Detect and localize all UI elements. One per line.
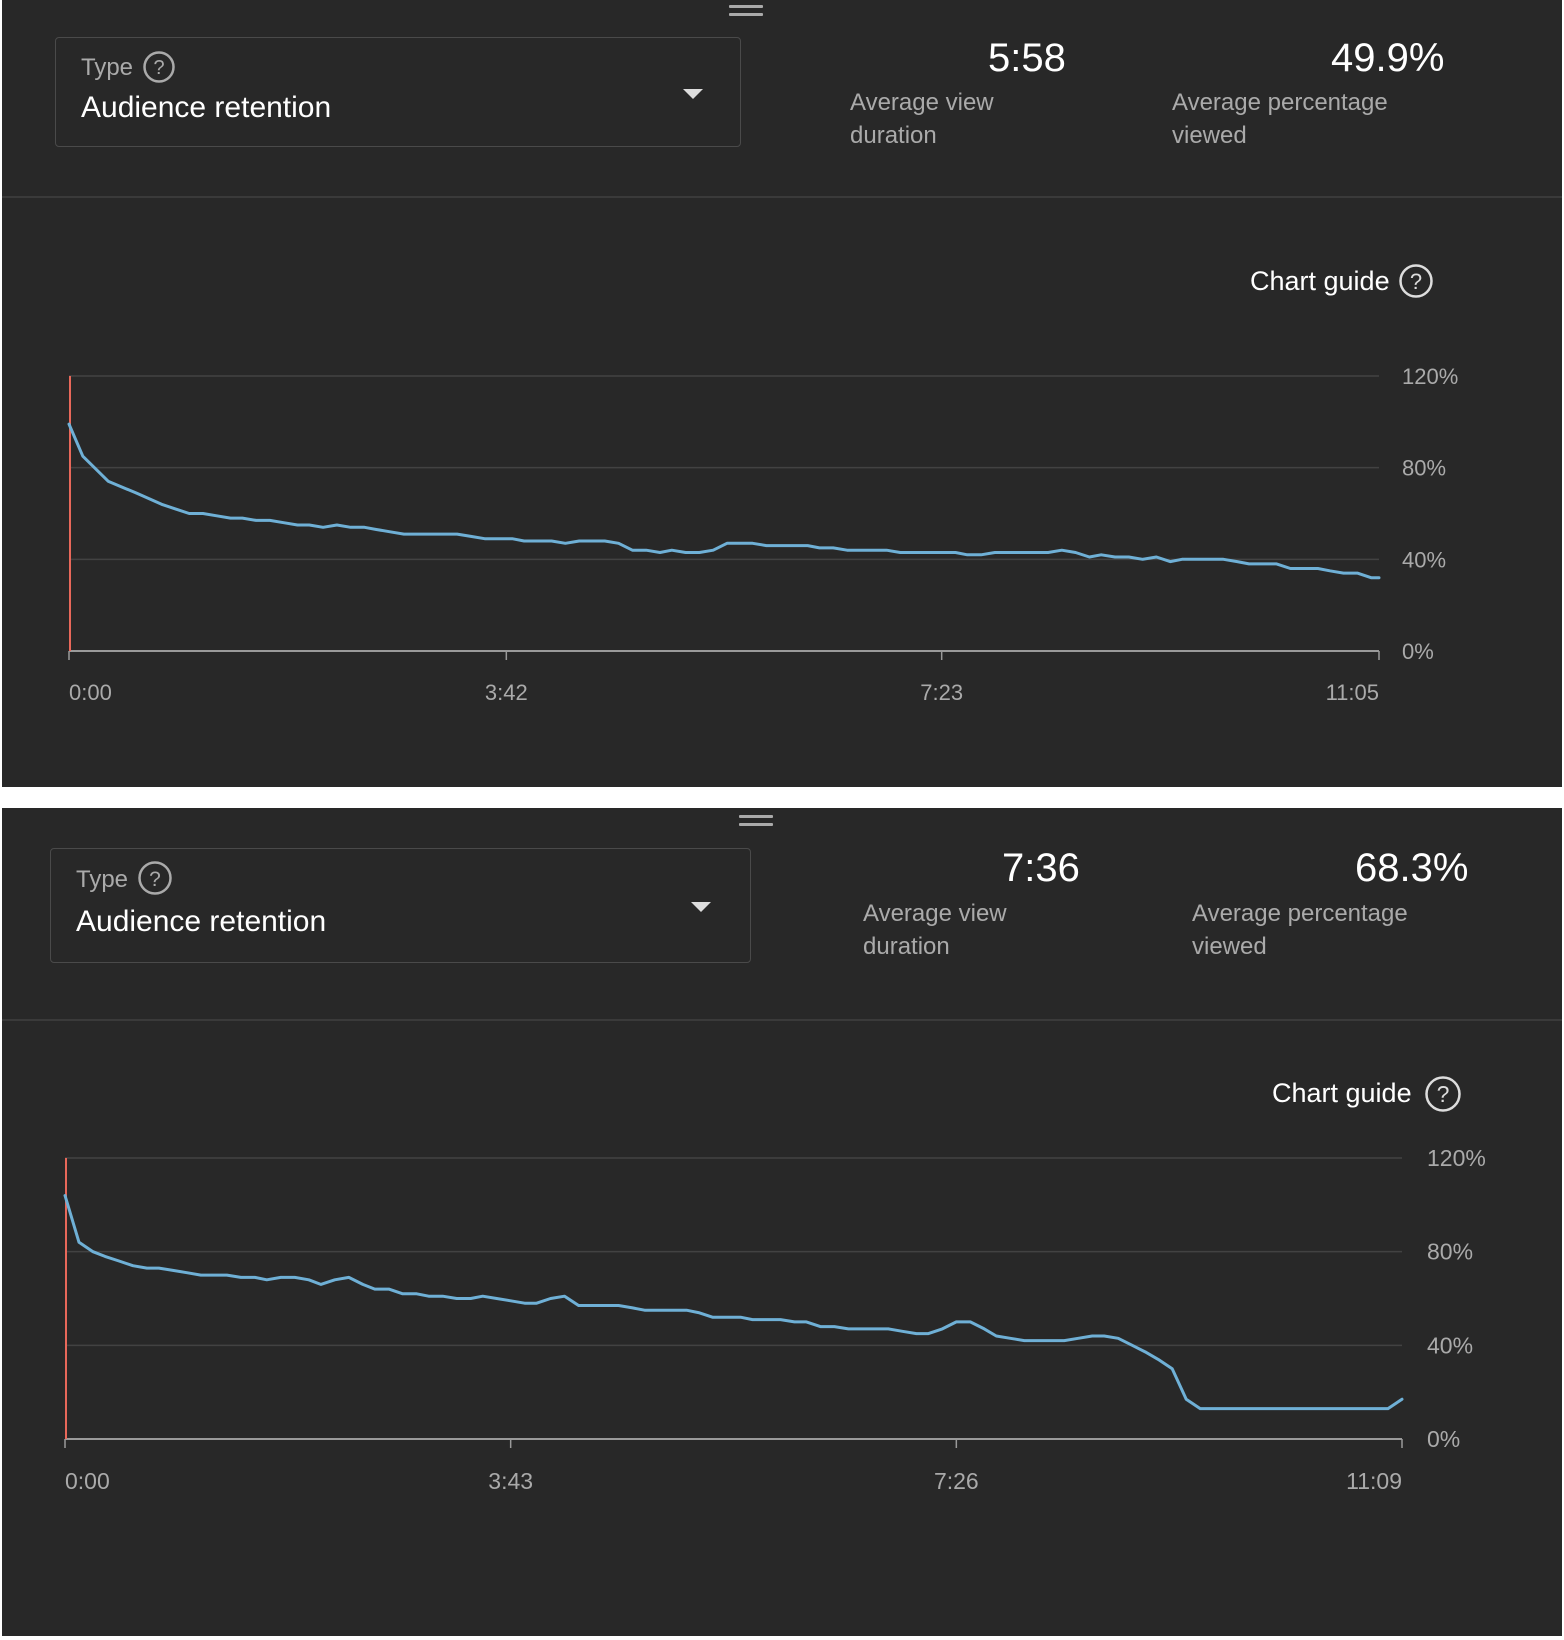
- avg-view-duration-value: 7:36: [1002, 846, 1080, 890]
- chart-guide-button[interactable]: Chart guide ?: [1270, 1073, 1470, 1115]
- chart-guide-button[interactable]: Chart guide ?: [1248, 262, 1444, 302]
- chevron-down-icon[interactable]: [691, 902, 711, 912]
- retention-panel-2: Type ? Audience retention 7:36 Average v…: [2, 808, 1562, 1636]
- x-tick-label: 0:00: [65, 1468, 110, 1494]
- avg-view-duration-label: Average view duration: [863, 900, 1007, 960]
- avg-percentage-viewed-label: Average percentage viewed: [1172, 89, 1388, 149]
- y-tick-label: 80%: [1402, 456, 1446, 481]
- x-tick-label: 11:05: [1326, 680, 1379, 705]
- type-label: Type: [81, 54, 134, 81]
- type-value: Audience retention: [81, 91, 332, 124]
- chevron-down-icon[interactable]: [683, 89, 703, 99]
- x-tick-label: 11:09: [1346, 1468, 1402, 1494]
- type-help-icon[interactable]: ?: [137, 860, 173, 901]
- svg-text:?: ?: [153, 57, 164, 79]
- drag-handle-icon[interactable]: [729, 5, 763, 21]
- x-tick-label: 3:43: [488, 1468, 533, 1494]
- svg-text:?: ?: [1437, 1081, 1450, 1107]
- avg-percentage-viewed-value: 49.9%: [1331, 36, 1445, 80]
- retention-panel-1: Type ? Audience retention 5:58 Average v…: [2, 0, 1562, 787]
- y-tick-label: 120%: [1427, 1145, 1486, 1171]
- avg-view-duration-label: Average view duration: [850, 89, 994, 149]
- y-tick-label: 80%: [1427, 1239, 1473, 1265]
- y-tick-label: 120%: [1402, 364, 1458, 389]
- y-tick-label: 40%: [1427, 1332, 1473, 1358]
- retention-line[interactable]: [67, 422, 1381, 580]
- chart-guide-help-icon: ?: [1398, 263, 1434, 304]
- drag-handle-icon[interactable]: [739, 815, 773, 831]
- type-label: Type: [76, 866, 129, 893]
- svg-text:?: ?: [1410, 269, 1422, 294]
- svg-text:?: ?: [149, 868, 161, 891]
- chart-guide-help-icon: ?: [1424, 1075, 1462, 1118]
- avg-view-duration-value: 5:58: [988, 36, 1066, 80]
- retention-line[interactable]: [63, 1194, 1404, 1411]
- type-dropdown[interactable]: Type ? Audience retention: [50, 848, 751, 963]
- y-tick-label: 0%: [1402, 639, 1434, 664]
- avg-percentage-viewed-value: 68.3%: [1355, 846, 1469, 890]
- chart-guide-label: Chart guide: [1272, 1078, 1412, 1108]
- retention-chart-1: 0% 40% 80% 120% 0:00 3:42 7:23 11:05: [67, 364, 1458, 705]
- type-value: Audience retention: [76, 905, 327, 938]
- x-tick-label: 0:00: [69, 680, 112, 705]
- section-divider: [2, 196, 1562, 198]
- section-divider: [2, 1019, 1562, 1021]
- x-tick-label: 7:23: [920, 680, 963, 705]
- retention-chart-2: 0% 40% 80% 120% 0:00 3:43 7:26 11:09: [63, 1145, 1486, 1494]
- y-tick-label: 40%: [1402, 547, 1446, 572]
- avg-percentage-viewed-label: Average percentage viewed: [1192, 900, 1408, 960]
- type-help-icon[interactable]: ?: [142, 50, 176, 89]
- x-tick-label: 7:26: [934, 1468, 979, 1494]
- chart-guide-label: Chart guide: [1250, 266, 1390, 296]
- y-tick-label: 0%: [1427, 1426, 1460, 1452]
- type-dropdown[interactable]: Type ? Audience retention: [55, 37, 741, 147]
- x-tick-label: 3:42: [485, 680, 528, 705]
